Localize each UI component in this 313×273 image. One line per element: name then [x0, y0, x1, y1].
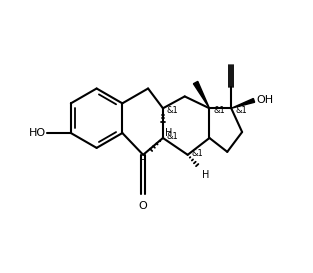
- Text: HO: HO: [29, 128, 46, 138]
- Text: H: H: [165, 128, 172, 138]
- Text: &1: &1: [167, 106, 179, 115]
- Text: H: H: [139, 156, 146, 166]
- Text: OH: OH: [256, 95, 273, 105]
- Text: &1: &1: [192, 149, 203, 158]
- Text: O: O: [139, 201, 147, 211]
- Text: &1: &1: [167, 132, 179, 141]
- Polygon shape: [193, 81, 209, 108]
- Text: &1: &1: [235, 106, 247, 115]
- Text: &1: &1: [213, 106, 225, 115]
- Polygon shape: [231, 99, 255, 108]
- Text: H: H: [202, 170, 209, 180]
